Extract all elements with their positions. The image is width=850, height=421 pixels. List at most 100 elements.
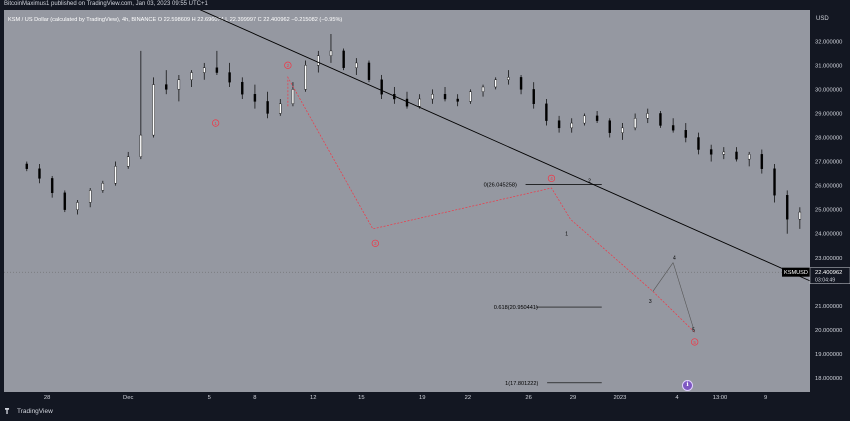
wave-label-red: 2	[287, 63, 290, 68]
candle-body	[76, 202, 79, 210]
plot-area	[4, 10, 810, 392]
symbol-tag	[782, 267, 810, 277]
wave-label-circle	[691, 338, 699, 346]
x-tick-label: 8	[253, 395, 256, 401]
price-axis	[810, 10, 850, 392]
candle-body	[570, 122, 573, 129]
candle-body	[241, 81, 244, 95]
published-text: BitcoinMaximus1 published on TradingView…	[4, 1, 208, 7]
wave-label-red: 1	[214, 121, 217, 126]
candle-body	[532, 89, 535, 105]
candle-body	[633, 118, 637, 129]
y-tick-label: 20.000000	[815, 328, 842, 334]
candle-body	[773, 168, 776, 196]
y-tick-label: 21.000000	[815, 304, 842, 310]
wave-label-black: 1	[565, 232, 568, 238]
candle-body	[659, 113, 662, 126]
candle-body	[747, 154, 751, 160]
y-tick-label: 25.000000	[815, 208, 842, 214]
tradingview-logo-text: TradingView	[17, 408, 53, 415]
x-tick-label: 13:00	[713, 395, 728, 401]
x-tick-label: 19	[419, 395, 425, 401]
candle-body	[557, 120, 561, 129]
fib-label: 0.618(20.950441)	[494, 305, 538, 311]
candle-body	[291, 89, 295, 105]
candle-body	[583, 115, 586, 124]
candle-body	[709, 149, 713, 155]
candle-body	[317, 55, 320, 66]
price-tag	[809, 267, 850, 284]
candle-body	[177, 79, 181, 90]
candle-body	[431, 93, 434, 100]
candle-body	[405, 98, 409, 107]
candle-body	[139, 134, 143, 157]
wave-label-red: 3	[374, 241, 377, 246]
x-tick-label: 5	[208, 395, 211, 401]
symbol-ohlc-line: KSM / US Dollar (calculated by TradingVi…	[8, 17, 342, 23]
candle-body	[735, 151, 738, 160]
currency-label: USD	[816, 16, 829, 22]
y-tick-label: 31.000000	[815, 63, 842, 69]
candle-body	[203, 67, 206, 73]
wave-label-black: 4	[673, 256, 676, 262]
wave-label-circle	[371, 239, 379, 247]
y-tick-label: 26.000000	[815, 184, 842, 190]
candle-body	[494, 79, 497, 88]
candle-body	[329, 50, 333, 56]
candle-body	[165, 84, 168, 90]
candle-body	[608, 120, 611, 133]
wave-subline	[672, 262, 695, 333]
wave-label-circle	[211, 119, 220, 127]
candle-body	[418, 98, 421, 107]
candle-body	[722, 151, 726, 155]
elliott-wave-path	[287, 76, 695, 333]
candle-body	[684, 130, 688, 138]
price-tag-countdown: 03:04:49	[815, 278, 835, 284]
candle-body	[266, 101, 269, 114]
candle-body	[621, 127, 624, 133]
candle-body	[114, 166, 117, 184]
candle-body	[646, 113, 649, 119]
x-tick-label: 9	[764, 395, 767, 401]
x-tick-label: 28	[44, 395, 50, 401]
candle-body	[304, 65, 307, 90]
candle-body	[342, 50, 345, 68]
candle-body	[595, 115, 599, 121]
x-tick-label: 4	[675, 395, 679, 401]
y-tick-label: 32.000000	[815, 39, 842, 45]
tradingview-mark-icon	[5, 408, 10, 414]
wave-label-circle	[284, 61, 292, 69]
wave-label-red: 4	[550, 176, 553, 181]
symbol-tag-text: KSMUSD	[784, 270, 808, 276]
wave-subline	[652, 262, 674, 292]
candle-body	[253, 93, 257, 102]
candle-body	[38, 168, 41, 179]
candle-body	[545, 103, 548, 121]
x-tick-label: 12	[310, 395, 316, 401]
price-tag-value: 22.400962	[815, 270, 842, 276]
candle-body	[190, 72, 193, 80]
wave-label-black: 2	[588, 179, 591, 185]
candle-body	[380, 79, 383, 95]
y-tick-label: 27.000000	[815, 160, 842, 166]
candle-body	[50, 178, 54, 194]
candle-body	[507, 77, 510, 80]
event-flag-icon[interactable]: ℹ	[682, 380, 693, 391]
tradingview-logo[interactable]: TradingView	[5, 408, 53, 415]
candle-body	[126, 156, 130, 167]
candle-body	[519, 77, 523, 90]
x-tick-label: Dec	[123, 395, 133, 401]
y-tick-label: 28.000000	[815, 135, 842, 141]
candle-body	[785, 195, 789, 220]
candle-body	[88, 190, 92, 203]
candle-body	[456, 98, 459, 102]
candle-body	[367, 62, 371, 80]
wave-label-circle	[547, 174, 556, 183]
candle-body	[279, 103, 282, 114]
fib-label: 0(26.045258)	[484, 183, 517, 189]
candle-body	[798, 211, 802, 220]
fib-label: 1(17.801222)	[505, 381, 538, 387]
candle-body	[101, 182, 105, 191]
